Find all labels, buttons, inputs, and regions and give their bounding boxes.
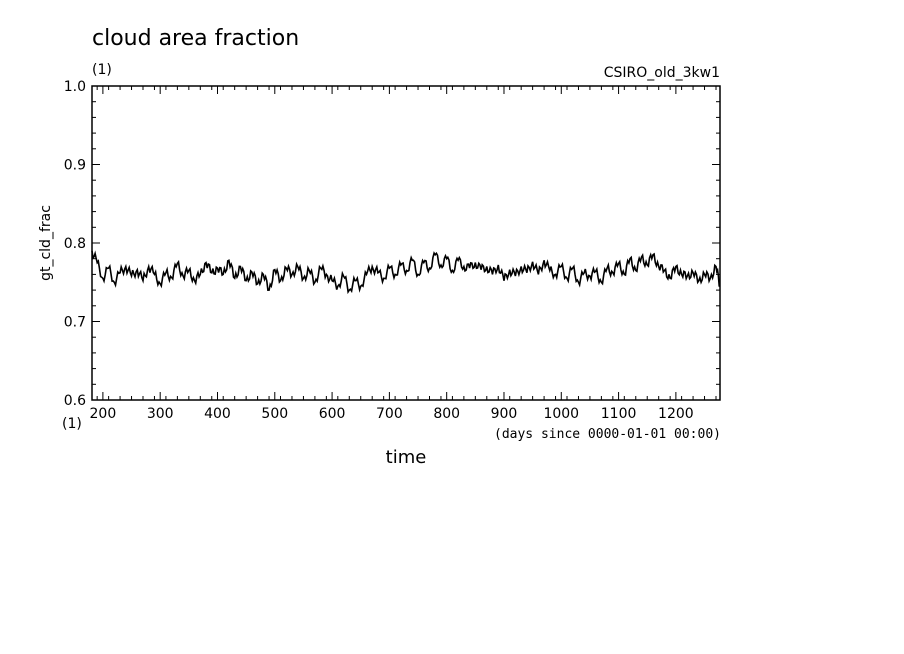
y-tick-label: 0.8 — [64, 236, 86, 252]
x-tick-label: 800 — [433, 406, 460, 422]
x-axis-note: (days since 0000-01-01 00:00) — [494, 427, 721, 442]
y-tick-label: 0.6 — [64, 393, 86, 409]
x-axis-label: time — [386, 447, 427, 468]
x-tick-label: 400 — [204, 406, 231, 422]
series-line — [91, 250, 721, 295]
x-tick-label: 1100 — [601, 406, 637, 422]
y-tick-label: 0.7 — [64, 315, 86, 331]
x-tick-label: 700 — [376, 406, 403, 422]
y-tick-label: 0.9 — [64, 158, 86, 174]
x-tick-label: 300 — [147, 406, 174, 422]
chart-title: cloud area fraction — [92, 26, 299, 51]
x-tick-label: 600 — [319, 406, 346, 422]
y-tick-label: 1.0 — [64, 79, 86, 95]
x-tick-label: 1200 — [658, 406, 694, 422]
y-axis-label: gt_cld_frac — [38, 205, 54, 281]
x-tick-labels: 200 300 400 500 600 700 800 900 1000 1100 1200 — [90, 406, 694, 422]
x-axis-unit: (1) — [62, 416, 82, 432]
dataset-label: CSIRO_old_3kw1 — [604, 65, 720, 81]
x-tick-label: 900 — [491, 406, 518, 422]
x-tick-label: 500 — [261, 406, 288, 422]
title-unit: (1) — [92, 62, 112, 78]
plot-frame — [91, 85, 721, 401]
y-tick-labels: 0.6 0.7 0.8 0.9 1.0 — [64, 79, 86, 409]
x-tick-label: 1000 — [543, 406, 579, 422]
x-tick-label: 200 — [90, 406, 117, 422]
axis-ticks — [92, 85, 720, 401]
